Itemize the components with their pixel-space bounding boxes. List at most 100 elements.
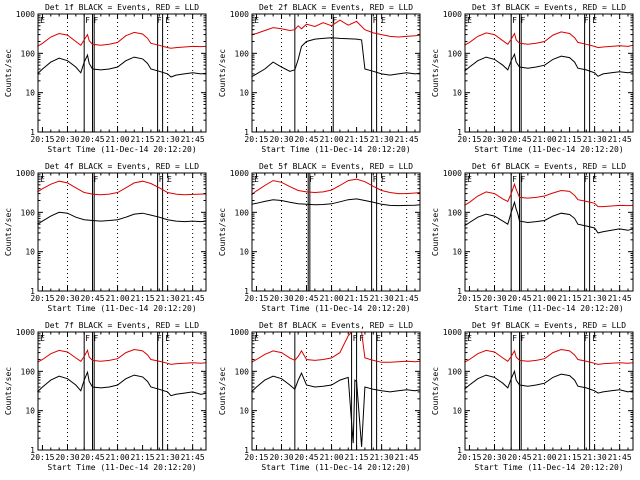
plot-frame [251, 172, 421, 292]
y-tick-label: 1 [244, 446, 249, 455]
x-tick-label: 21:30 [156, 294, 180, 303]
x-tick-label: 21:00 [106, 135, 130, 144]
lld-series-line [37, 348, 207, 365]
x-tick-label: 21:15 [345, 453, 369, 462]
x-tick-label: 20:30 [55, 453, 79, 462]
plot-frame [464, 172, 634, 292]
x-tick-label: 20:15 [244, 135, 268, 144]
x-tick-label: 20:15 [244, 453, 268, 462]
y-tick-label: 100 [448, 208, 463, 217]
segment-label: F [353, 334, 358, 343]
x-tick-label: 20:30 [269, 135, 293, 144]
x-tick-label: 21:00 [533, 135, 557, 144]
x-axis-label: Start Time (11-Dec-14 20:12:20) [47, 145, 196, 154]
x-tick-label: 21:00 [320, 453, 344, 462]
y-tick-label: 10 [452, 248, 462, 257]
y-tick-label: 1000 [16, 328, 35, 337]
y-tick-label: 10 [452, 89, 462, 98]
x-tick-label: 21:00 [106, 294, 130, 303]
segment-label: F [521, 175, 526, 184]
x-axis-label: Start Time (11-Dec-14 20:12:20) [261, 304, 410, 313]
panel-title: Det 1f BLACK = Events, RED = LLD [45, 3, 199, 12]
segment-label: F [584, 16, 589, 25]
y-tick-label: 10 [25, 248, 35, 257]
y-tick-label: 1 [244, 287, 249, 296]
events-series-line [37, 370, 207, 397]
segment-label: E [592, 16, 597, 25]
x-tick-label: 20:15 [457, 453, 481, 462]
y-axis-label: Counts/sec [431, 367, 440, 415]
y-tick-label: 10 [25, 407, 35, 416]
segment-label: E [467, 334, 472, 343]
x-tick-label: 20:45 [507, 135, 531, 144]
x-tick-label: 21:15 [558, 294, 582, 303]
plot-frame [37, 172, 207, 292]
x-tick-label: 21:45 [608, 135, 632, 144]
segment-label: E [40, 16, 45, 25]
x-tick-label: 20:15 [457, 135, 481, 144]
segment-label: F [584, 175, 589, 184]
x-tick-label: 21:15 [345, 294, 369, 303]
segment-label: F [512, 334, 517, 343]
events-series-line [251, 371, 421, 447]
events-series-line [464, 369, 634, 394]
panel-title: Det 3f BLACK = Events, RED = LLD [472, 3, 626, 12]
segment-label: E [254, 16, 259, 25]
segment-label: F [159, 175, 164, 184]
y-tick-label: 1000 [443, 10, 462, 19]
segment-label: F [85, 334, 90, 343]
x-tick-label: 21:45 [608, 453, 632, 462]
x-tick-label: 20:45 [294, 294, 318, 303]
segment-label: E [467, 16, 472, 25]
y-tick-label: 1000 [230, 328, 249, 337]
x-tick-label: 21:15 [131, 294, 155, 303]
segment-label: F [309, 175, 314, 184]
x-tick-label: 21:30 [370, 294, 394, 303]
x-tick-label: 21:30 [370, 135, 394, 144]
y-tick-label: 1 [30, 446, 35, 455]
y-tick-label: 100 [235, 49, 250, 58]
x-tick-label: 20:30 [482, 135, 506, 144]
x-axis-label: Start Time (11-Dec-14 20:12:20) [474, 463, 623, 472]
y-tick-label: 100 [448, 367, 463, 376]
y-tick-label: 100 [235, 367, 250, 376]
y-tick-label: 1000 [16, 169, 35, 178]
x-tick-label: 20:30 [55, 135, 79, 144]
lld-series-line [251, 19, 421, 38]
y-tick-label: 100 [21, 208, 36, 217]
y-axis-label: Counts/sec [218, 49, 227, 97]
segment-label: F [373, 175, 378, 184]
x-axis-label: Start Time (11-Dec-14 20:12:20) [261, 145, 410, 154]
x-tick-label: 21:00 [533, 294, 557, 303]
segment-label: F [521, 16, 526, 25]
plot-frame [251, 13, 421, 133]
y-axis-label: Counts/sec [218, 208, 227, 256]
x-tick-label: 21:15 [345, 135, 369, 144]
panel-title: Det 9f BLACK = Events, RED = LLD [472, 321, 626, 330]
y-axis-label: Counts/sec [218, 367, 227, 415]
x-tick-label: 20:15 [30, 453, 54, 462]
x-tick-label: 20:30 [482, 453, 506, 462]
segment-label: E [40, 175, 45, 184]
y-tick-label: 100 [21, 49, 36, 58]
plot-frame [464, 13, 634, 133]
x-tick-label: 21:15 [558, 135, 582, 144]
x-axis-label: Start Time (11-Dec-14 20:12:20) [47, 463, 196, 472]
panel-title: Det 2f BLACK = Events, RED = LLD [259, 3, 413, 12]
x-axis-label: Start Time (11-Dec-14 20:12:20) [47, 304, 196, 313]
segment-label: E [165, 16, 170, 25]
x-tick-label: 21:15 [131, 135, 155, 144]
x-axis-label: Start Time (11-Dec-14 20:12:20) [474, 304, 623, 313]
x-tick-label: 21:00 [533, 453, 557, 462]
x-tick-label: 20:15 [30, 135, 54, 144]
plot-frame [251, 331, 421, 451]
x-tick-label: 21:00 [106, 453, 130, 462]
x-tick-label: 20:30 [269, 453, 293, 462]
x-tick-label: 20:45 [294, 135, 318, 144]
